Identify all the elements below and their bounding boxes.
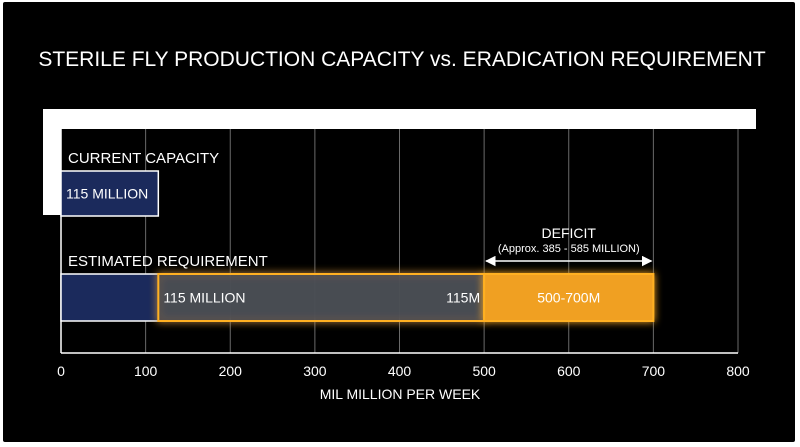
row-label: CURRENT CAPACITY [68,150,219,167]
x-tick-label: 400 [388,363,412,379]
x-tick-label: 200 [219,363,243,379]
top-white-band [43,109,756,129]
bar-end-label: 115M [446,290,480,306]
left-white-band [43,109,61,215]
bars [60,170,655,322]
bar-segment [483,273,655,322]
x-axis-label: MIL MILLION PER WEEK [320,386,481,402]
x-tick-label: 700 [642,363,666,379]
x-tick-label: 800 [726,363,750,379]
bar-segment [60,170,160,217]
bar-label: 115 MILLION [66,186,148,202]
labels: CURRENT CAPACITY 115 MILLION ESTIMATED REQ… [66,150,653,306]
bar-segment [60,273,160,322]
x-ticks: 0 100 200 300 400 500 600 700 800 [57,363,750,379]
x-tick-label: 0 [57,363,65,379]
bar-label: 115 MILLION [163,290,245,306]
row-label: ESTIMATED REQUIREMENT [68,253,268,270]
x-tick-label: 100 [134,363,158,379]
x-tick-label: 500 [472,363,496,379]
deficit-title: DEFICIT [542,225,597,241]
x-tick-label: 600 [557,363,581,379]
deficit-subtitle: (Approx. 385 - 585 MILLION) [498,243,640,255]
x-tick-label: 300 [303,363,327,379]
chart-title: STERILE FLY PRODUCTION CAPACITY vs. ERAD… [38,48,765,71]
bar-segment [157,273,486,322]
bar-label: 500-700M [537,290,600,306]
